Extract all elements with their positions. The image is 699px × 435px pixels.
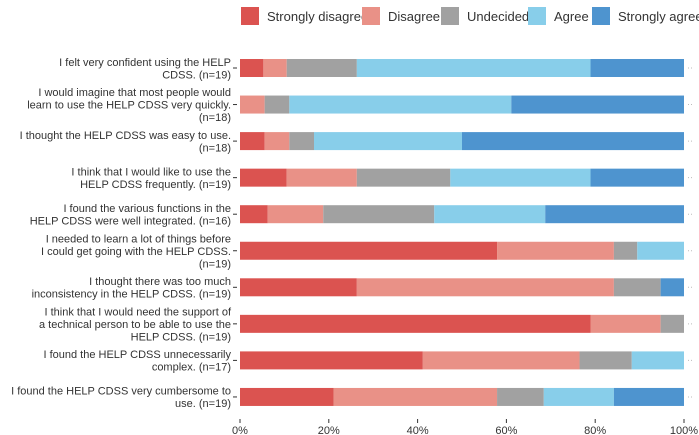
x-tick-label: 40% xyxy=(407,425,429,435)
category-label: I think that I would like to use the xyxy=(71,166,231,178)
bar-segment-disagree xyxy=(264,132,290,151)
bar-segment-undecided xyxy=(286,59,357,77)
legend-label: Strongly agree xyxy=(618,9,699,24)
category-label: complex. (n=17) xyxy=(152,362,231,374)
bar-segment-strongly-agree xyxy=(545,205,684,224)
bar-segment-undecided xyxy=(356,168,451,187)
bar-segment-agree xyxy=(356,59,591,77)
bar-segment-agree xyxy=(289,95,512,114)
bar-segment-undecided xyxy=(613,278,661,297)
legend-label: Strongly disagree xyxy=(267,9,368,24)
bar-segment-disagree xyxy=(497,241,614,260)
bar-segment-disagree xyxy=(333,387,498,406)
bar-segment-strongly-agree xyxy=(660,278,684,297)
bar-segment-undecided xyxy=(264,95,290,114)
bar-segment-strongly-disagree xyxy=(240,351,423,370)
bar-segment-agree xyxy=(637,241,684,260)
bar-segment-strongly-disagree xyxy=(240,59,264,77)
category-label: (n=18) xyxy=(199,142,231,154)
legend-label: Disagree xyxy=(388,9,440,24)
category-label: I could get going with the HELP CDSS. xyxy=(41,246,231,258)
legend-label: Undecided xyxy=(467,9,529,24)
category-label: CDSS. (n=19) xyxy=(162,69,231,81)
bar-segment-disagree xyxy=(286,168,357,187)
bar-segment-strongly-disagree xyxy=(240,168,287,187)
category-label: learn to use the HELP CDSS very quickly. xyxy=(27,100,231,112)
bar-segment-strongly-disagree xyxy=(240,132,265,151)
bar-segment-disagree xyxy=(267,205,324,224)
legend-swatch xyxy=(592,7,610,25)
x-tick-label: 60% xyxy=(495,425,517,435)
x-tick-label: 0% xyxy=(232,425,248,435)
category-label: a technical person to be able to use the xyxy=(39,319,231,331)
legend-swatch xyxy=(241,7,259,25)
bar-segment-strongly-disagree xyxy=(240,387,334,406)
category-label: I found the various functions in the xyxy=(63,203,231,215)
category-label: I felt very confident using the HELP xyxy=(59,57,231,69)
category-label: HELP CDSS were well integrated. (n=16) xyxy=(30,215,231,227)
category-label: (n=19) xyxy=(199,258,231,270)
bar-segment-agree xyxy=(631,351,684,370)
bar-segment-strongly-disagree xyxy=(240,205,268,224)
bar-segment-strongly-agree xyxy=(613,387,684,406)
bar-segment-strongly-disagree xyxy=(240,278,357,297)
category-label: I found the HELP CDSS very cumbersome to xyxy=(11,386,231,398)
bar-segment-strongly-agree xyxy=(590,168,684,187)
bar-segment-agree xyxy=(450,168,591,187)
bar-segment-disagree xyxy=(263,59,287,77)
bar-segment-undecided xyxy=(579,351,632,370)
bar-segment-agree xyxy=(434,205,546,224)
category-label: I would imagine that most people would xyxy=(38,87,231,99)
category-label: (n=18) xyxy=(199,112,231,124)
bar-segment-undecided xyxy=(497,387,544,406)
bar-segment-undecided xyxy=(289,132,314,151)
category-labels: I felt very confident using the HELPCDSS… xyxy=(11,57,692,410)
bar-segment-strongly-disagree xyxy=(240,241,498,260)
category-label: HELP CDSS frequently. (n=19) xyxy=(80,179,231,191)
bar-segment-disagree xyxy=(590,314,661,333)
bar-segment-strongly-agree xyxy=(462,132,684,151)
category-label: inconsistency in the HELP CDSS. (n=19) xyxy=(32,289,231,301)
bar-segment-undecided xyxy=(660,314,684,333)
category-label: I thought the HELP CDSS was easy to use. xyxy=(20,130,231,142)
legend-swatch xyxy=(441,7,459,25)
legend-swatch xyxy=(362,7,380,25)
bar-segment-disagree xyxy=(422,351,580,370)
category-label: use. (n=19) xyxy=(175,398,231,410)
x-axis: 0% 20% 40% 60% 80% 100% xyxy=(232,419,698,435)
category-label: I found the HELP CDSS unnecessarily xyxy=(43,349,231,361)
legend-swatch xyxy=(528,7,546,25)
legend-label: Agree xyxy=(554,9,589,24)
category-label: HELP CDSS. (n=19) xyxy=(131,331,231,343)
bar-segment-strongly-agree xyxy=(590,59,684,77)
bar-segment-disagree xyxy=(240,95,265,114)
category-label: I needed to learn a lot of things before xyxy=(46,233,231,245)
bar-segment-strongly-agree xyxy=(511,95,684,114)
bar-segment-undecided xyxy=(613,241,638,260)
legend: Strongly disagree Disagree Undecided Agree S… xyxy=(241,7,699,25)
bar-segment-disagree xyxy=(356,278,614,297)
category-label: I thought there was too much xyxy=(89,276,231,288)
x-tick-label: 20% xyxy=(318,425,340,435)
category-label: I think that I would need the support of xyxy=(44,306,231,318)
x-tick-label: 80% xyxy=(584,425,606,435)
bar-segment-undecided xyxy=(323,205,435,224)
bar-segment-agree xyxy=(314,132,462,151)
bar-segment-strongly-disagree xyxy=(240,314,591,333)
bar-segment-agree xyxy=(543,387,614,406)
bars xyxy=(240,59,684,406)
x-tick-label: 100% xyxy=(670,425,698,435)
